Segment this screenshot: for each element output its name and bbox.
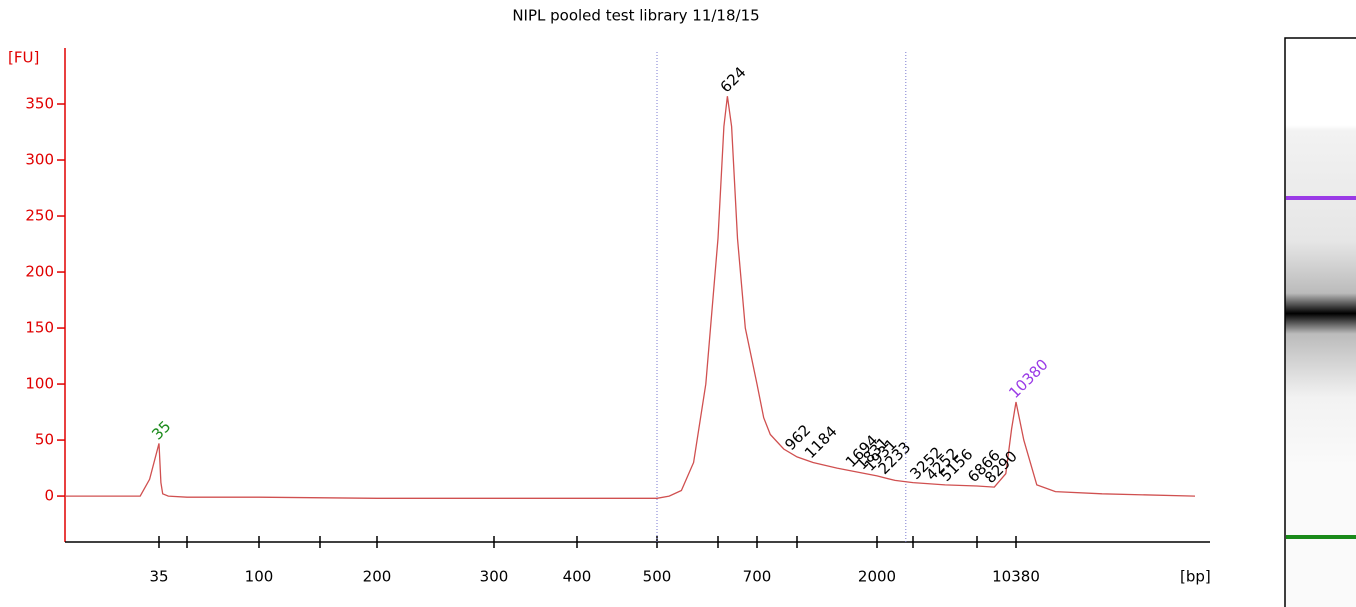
peak-label: 35 [148,417,174,443]
x-tick-label: 200 [363,568,392,586]
y-tick-label: 100 [25,375,54,393]
y-tick-label: 250 [25,207,54,225]
x-tick-label: 100 [245,568,274,586]
gel-lane [1284,37,1356,607]
gel-lower-marker [1286,535,1356,539]
y-axis-label: [FU] [8,49,39,67]
x-tick-label: 35 [149,568,168,586]
y-tick-label: 0 [44,487,54,505]
x-tick-label: 400 [563,568,592,586]
peak-label: 10380 [1005,356,1051,402]
y-tick-label: 200 [25,263,54,281]
x-axis-label: [bp] [1180,568,1211,586]
trace [65,96,1196,499]
y-tick-label: 50 [35,431,54,449]
x-tick-label: 300 [480,568,509,586]
x-tick-label: 700 [743,568,772,586]
x-tick-label: 10380 [992,568,1040,586]
y-tick-label: 150 [25,319,54,337]
x-tick-label: 500 [643,568,672,586]
peak-label: 624 [717,63,750,96]
x-tick-label: 2000 [858,568,896,586]
chart-title: NIPL pooled test library 11/18/15 [512,7,759,25]
y-tick-label: 350 [25,95,54,113]
gel-upper-marker [1286,196,1356,200]
gel-background [1284,37,1356,607]
y-tick-label: 300 [25,151,54,169]
